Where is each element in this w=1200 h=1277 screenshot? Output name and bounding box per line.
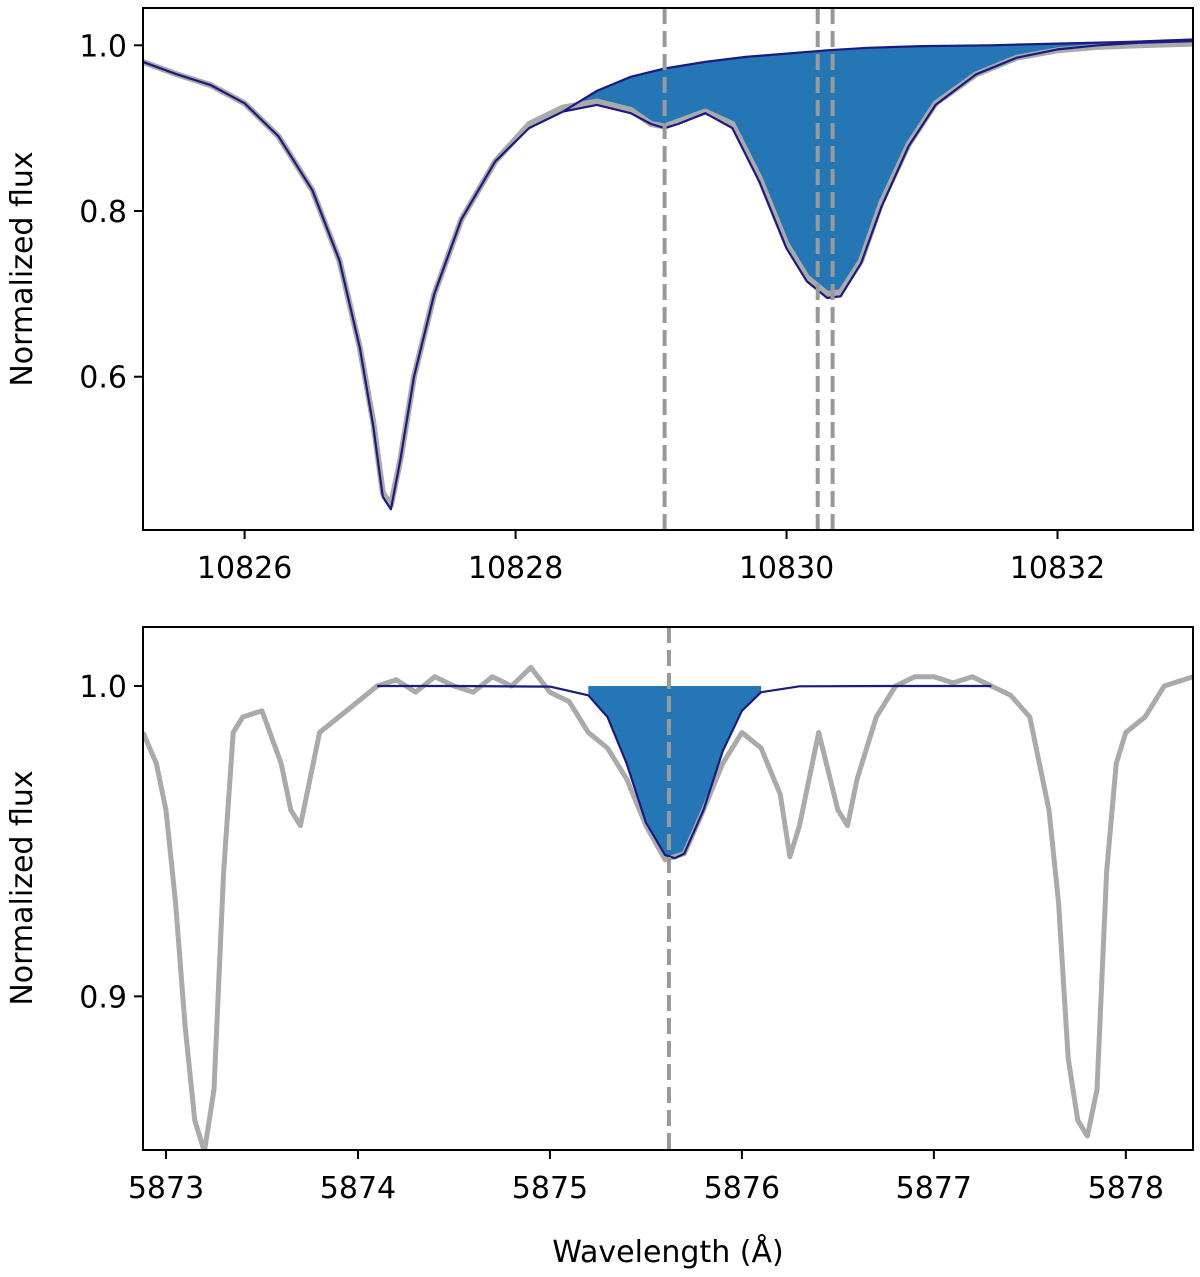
top-model-line <box>143 40 1193 511</box>
top-ytick-label: 1.0 <box>79 29 127 64</box>
bottom-xtick-label: 5875 <box>512 1171 588 1206</box>
bottom-panel: 5873 5874 5875 5876 5877 5878 0.9 1.0 Normaliz… <box>5 626 1194 1270</box>
bottom-ytick-label: 0.9 <box>79 980 127 1015</box>
bottom-observed-spectrum <box>143 664 1193 1150</box>
top-xtick-label: 10830 <box>739 551 834 586</box>
top-axes-frame <box>142 7 1194 531</box>
bottom-xtick-label: 5874 <box>320 1171 396 1206</box>
bottom-absorption-fill <box>588 686 762 859</box>
bottom-xtick-label: 5878 <box>1088 1171 1164 1206</box>
top-absorption-fill <box>563 39 1193 298</box>
bottom-xticks: 5873 5874 5875 5876 5877 5878 <box>128 1150 1164 1206</box>
bottom-xlabel: Wavelength (Å) <box>552 1234 783 1270</box>
bottom-xtick-label: 5876 <box>704 1171 780 1206</box>
top-ytick-label: 0.6 <box>79 361 127 396</box>
top-xtick-label: 10826 <box>197 551 292 586</box>
top-panel: 10826 10828 10830 10832 0.6 0.8 1.0 Normalize… <box>5 7 1194 586</box>
top-ylabel: Normalized flux <box>5 151 40 386</box>
top-vlines <box>662 8 835 530</box>
bottom-model-line <box>377 684 992 860</box>
bottom-xtick-label: 5873 <box>128 1171 204 1206</box>
top-yticks: 0.6 0.8 1.0 <box>79 29 143 396</box>
bottom-ytick-label: 1.0 <box>79 670 127 705</box>
bottom-xtick-label: 5877 <box>896 1171 972 1206</box>
top-continuum-line <box>562 38 1193 113</box>
top-xtick-label: 10828 <box>468 551 563 586</box>
bottom-yticks: 0.9 1.0 <box>79 670 143 1015</box>
top-ytick-label: 0.8 <box>79 195 127 230</box>
top-xtick-label: 10832 <box>1010 551 1105 586</box>
bottom-ylabel: Normalized flux <box>5 770 40 1005</box>
top-xticks: 10826 10828 10830 10832 <box>197 530 1105 586</box>
bottom-axes-frame <box>142 626 1194 1151</box>
